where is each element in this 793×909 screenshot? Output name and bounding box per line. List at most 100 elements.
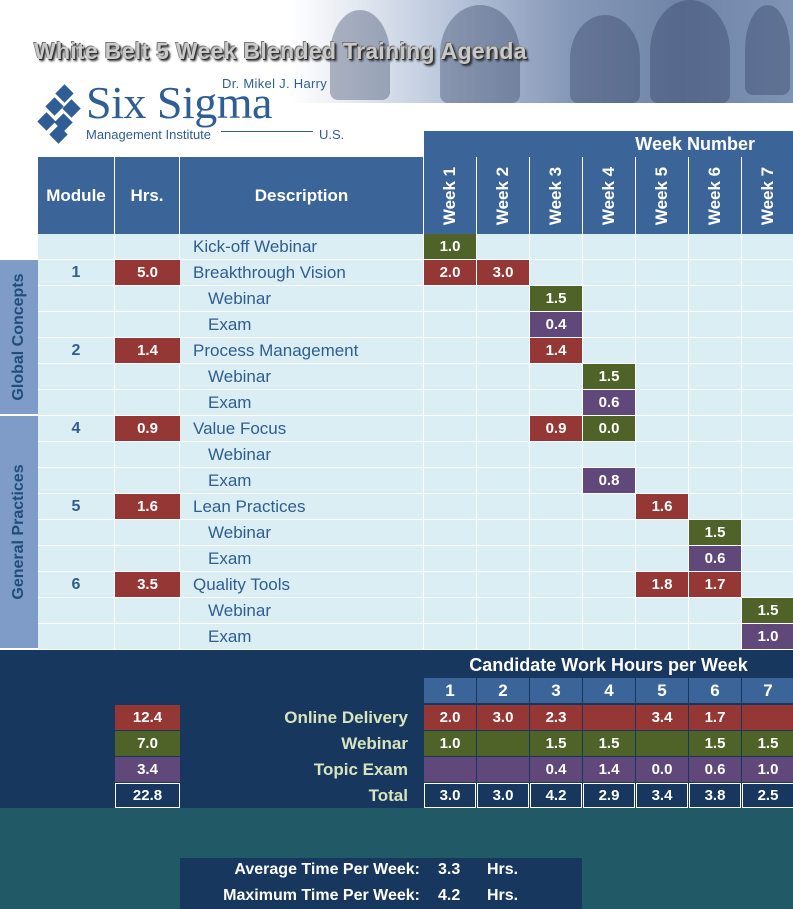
week-cell <box>477 520 530 546</box>
summary-week-header: 4 <box>583 678 635 703</box>
summary-week-cell <box>583 705 635 730</box>
week-cell <box>424 598 477 624</box>
week-cell <box>477 364 530 390</box>
week-cell <box>583 442 636 468</box>
module-hours-badge: 1.6 <box>115 494 180 519</box>
week-cell <box>636 598 689 624</box>
week-cell <box>636 260 689 286</box>
week-cell <box>477 546 530 572</box>
week-cell <box>530 468 583 494</box>
week-cell <box>636 520 689 546</box>
summary-week-cell: 1.5 <box>742 731 793 756</box>
agenda-row: Exam <box>38 468 793 494</box>
column-header-week-5: Week 5 <box>636 157 689 234</box>
summary-week-cell <box>477 757 529 782</box>
week-cell <box>424 312 477 338</box>
week-cell <box>477 260 530 286</box>
summary-week-cell: 4.2 <box>530 783 582 808</box>
column-header-week-4: Week 4 <box>583 157 636 234</box>
logo-country: U.S. <box>319 127 345 142</box>
week-cell <box>424 546 477 572</box>
summary-week-cell: 3.0 <box>477 783 529 808</box>
week-cell <box>689 442 742 468</box>
description-cell: Exam <box>180 468 424 494</box>
week-cell <box>742 416 793 442</box>
week-cell <box>530 312 583 338</box>
week-cell <box>477 494 530 520</box>
week-cell <box>424 572 477 598</box>
week-cell <box>689 494 742 520</box>
schedule-hours-chip: 0.6 <box>583 390 635 415</box>
maximum-time-value: 4.2 <box>438 887 461 904</box>
average-time-value: 3.3 <box>438 861 461 878</box>
hours-cell <box>115 390 180 416</box>
summary-week-cell: 3.4 <box>636 783 688 808</box>
agenda-row: Webinar <box>38 598 793 624</box>
schedule-hours-chip: 1.5 <box>689 520 741 545</box>
week-cell <box>424 286 477 312</box>
summary-week-cell <box>636 731 688 756</box>
description-cell: Kick-off Webinar <box>180 234 424 260</box>
schedule-hours-chip: 1.5 <box>583 364 635 389</box>
week-cell <box>636 494 689 520</box>
time-summary-box: Average Time Per Week: 3.3 Hrs. Maximum … <box>180 858 582 909</box>
week-cell <box>424 494 477 520</box>
schedule-hours-chip: 1.5 <box>530 286 582 311</box>
summary-week-header: 1 <box>424 678 476 703</box>
summary-week-cell: 2.0 <box>424 705 476 730</box>
logo-wordmark: Six Sigma <box>86 77 272 128</box>
week-cell <box>742 364 793 390</box>
week-cell <box>424 364 477 390</box>
module-hours-badge: 3.5 <box>115 572 180 597</box>
module-hours-badge: 1.4 <box>115 338 180 363</box>
summary-week-cell: 2.9 <box>583 783 635 808</box>
week-cell <box>689 572 742 598</box>
schedule-hours-chip: 3.0 <box>477 260 529 285</box>
week-cell <box>530 546 583 572</box>
week-cell <box>477 468 530 494</box>
summary-week-header: 5 <box>636 678 688 703</box>
week-cell <box>583 234 636 260</box>
week-cell <box>636 416 689 442</box>
summary-week-cell: 0.0 <box>636 757 688 782</box>
logo-author: Dr. Mikel J. Harry <box>222 76 328 91</box>
week-cell <box>636 624 689 650</box>
average-time-unit: Hrs. <box>487 861 519 878</box>
summary-title: Candidate Work Hours per Week <box>469 654 748 675</box>
week-cell <box>742 598 793 624</box>
summary-week-cell <box>477 731 529 756</box>
column-header-module: Module <box>38 157 115 234</box>
week-cell <box>689 520 742 546</box>
week-cell <box>530 520 583 546</box>
description-cell: Quality Tools <box>180 572 424 598</box>
hours-cell <box>115 520 180 546</box>
week-cell <box>742 312 793 338</box>
week-cell <box>477 338 530 364</box>
week-cell <box>424 260 477 286</box>
summary-week-cell: 1.0 <box>742 757 793 782</box>
week-cell <box>530 572 583 598</box>
week-cell <box>583 494 636 520</box>
week-cell <box>742 468 793 494</box>
week-cell <box>583 338 636 364</box>
column-header-hrs: Hrs. <box>115 157 180 234</box>
module-cell: 1 <box>38 260 115 286</box>
module-cell: 4 <box>38 416 115 442</box>
week-cell <box>742 338 793 364</box>
week-cell <box>583 546 636 572</box>
summary-row-label: Topic Exam <box>313 760 408 779</box>
week-cell <box>477 416 530 442</box>
week-cell <box>583 598 636 624</box>
hours-cell <box>115 442 180 468</box>
week-cell <box>477 390 530 416</box>
hours-cell <box>115 546 180 572</box>
week-cell <box>530 624 583 650</box>
summary-week-cell: 0.4 <box>530 757 582 782</box>
week-cell <box>424 468 477 494</box>
week-cell <box>530 260 583 286</box>
description-cell: Webinar <box>180 598 424 624</box>
week-cell <box>689 312 742 338</box>
module-cell <box>38 234 115 260</box>
description-cell: Webinar <box>180 364 424 390</box>
week-cell <box>742 494 793 520</box>
